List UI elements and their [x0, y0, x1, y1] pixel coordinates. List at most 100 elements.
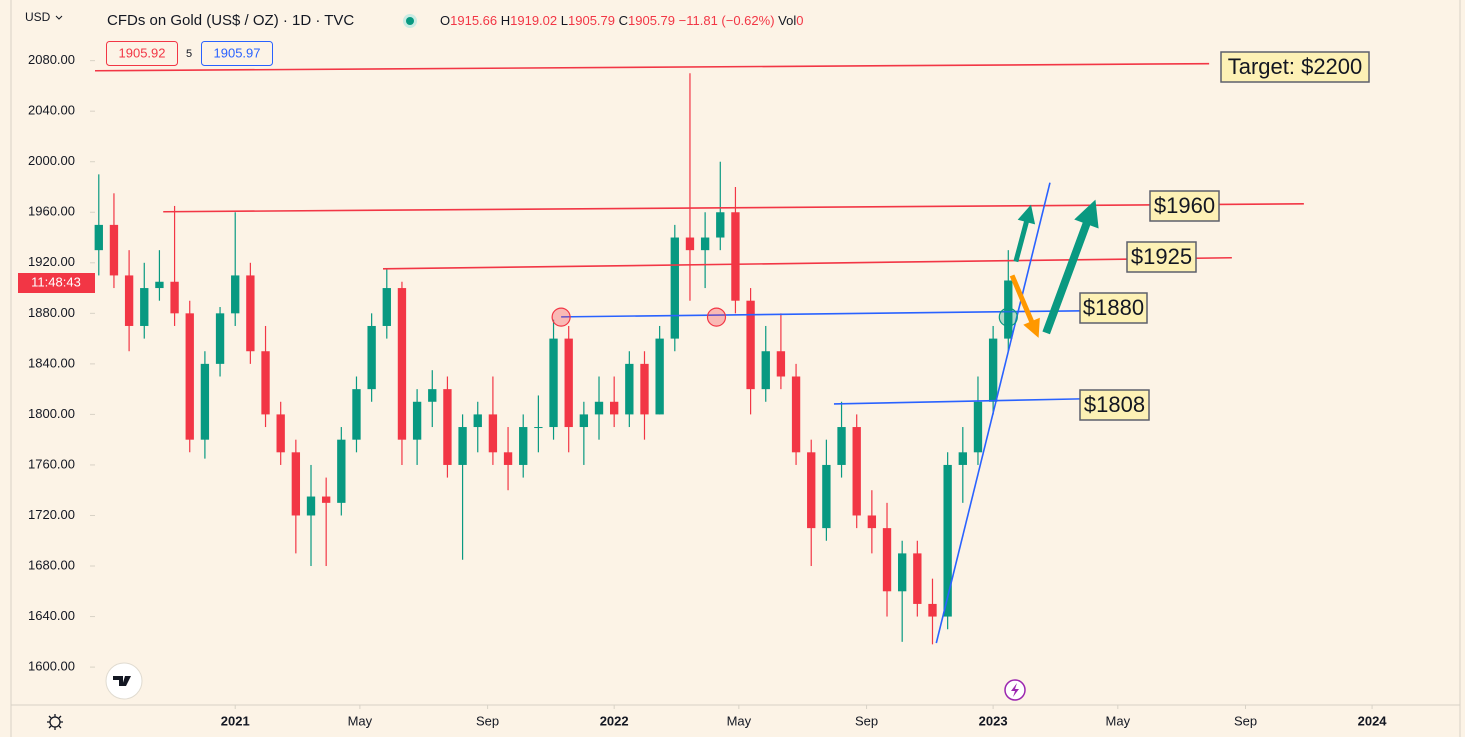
volume-label: Vol [778, 13, 796, 28]
candle-body [473, 414, 482, 428]
candle-body [291, 452, 301, 516]
candle-body [503, 452, 513, 465]
candle-body [564, 338, 573, 428]
candle-body [246, 275, 255, 352]
candle-body [928, 603, 937, 617]
price-label: $1925 [1131, 244, 1192, 269]
y-tick-label: 1880.00 [28, 305, 75, 320]
trend-line [163, 202, 1304, 213]
candle-body [534, 427, 543, 429]
x-tick-label: 2023 [979, 713, 1008, 728]
candle-body [731, 212, 740, 301]
candle-body [746, 300, 755, 390]
ohlc-value: 1915.66 [450, 13, 497, 28]
candle-body [973, 401, 983, 453]
price-label: $1880 [1083, 295, 1144, 320]
plot [90, 60, 1373, 709]
candle-body [655, 338, 664, 415]
candle-body [215, 313, 225, 364]
y-tick-label: 1760.00 [28, 456, 75, 471]
y-tick-label: 1720.00 [28, 507, 75, 522]
candle-body [625, 363, 634, 415]
candle-body [124, 275, 134, 326]
candle-body [109, 224, 119, 276]
candle-body [306, 496, 316, 516]
candle-body [261, 351, 270, 415]
x-tick-label: May [348, 713, 373, 728]
x-tick-label: 2021 [221, 713, 250, 728]
spread: 5 [186, 48, 192, 60]
arrow [1042, 199, 1099, 335]
candle-body [549, 338, 558, 428]
candle-body [867, 515, 877, 529]
x-tick-label: Sep [855, 713, 878, 728]
buy-button[interactable] [201, 41, 273, 66]
ohlc-label: C [619, 13, 628, 28]
candle-body [776, 351, 786, 377]
y-tick-label: 1920.00 [28, 254, 75, 269]
currency[interactable]: USD [25, 10, 51, 24]
arrow [1013, 204, 1036, 263]
trend-line [833, 398, 1081, 405]
countdown: 11:48:43 [31, 274, 81, 289]
ohlc-value: 1905.79 [628, 13, 675, 28]
candle-body [94, 224, 103, 251]
candle-body [397, 288, 407, 440]
candle-body [685, 237, 695, 251]
axes: 1600.00 1640.00 1680.00 1720.00 1760.00 1800.… [28, 52, 1387, 728]
candle-body [913, 553, 922, 604]
candle-body [943, 464, 952, 617]
x-tick-label: Sep [1234, 713, 1257, 728]
price-label: $1960 [1154, 193, 1215, 218]
sell-button[interactable] [106, 41, 178, 66]
candle-body [412, 401, 422, 440]
drawings: Target: $2200 $1960 $1925 $1880 $1808 [94, 51, 1370, 644]
x-tick-label: May [727, 713, 752, 728]
candle-body [898, 553, 907, 592]
marker [706, 307, 727, 327]
price-label-box [1149, 190, 1220, 222]
candle-body [807, 452, 816, 529]
candle-body [761, 351, 770, 390]
candle-body [882, 528, 892, 592]
candle-body [791, 376, 801, 453]
y-tick-label: 2040.00 [28, 103, 75, 118]
x-tick-label: May [1106, 713, 1131, 728]
y-tick-label: 1840.00 [28, 355, 75, 370]
candle-body [200, 363, 210, 440]
price-label: $1808 [1084, 392, 1145, 417]
price-label-box [1079, 389, 1150, 421]
bid: 1905.92 [119, 45, 166, 60]
price-label: Target: $2200 [1228, 54, 1363, 79]
ohlc-legend: O1915.66 H1919.02 L1905.79 C1905.79 −11.… [440, 13, 803, 28]
ask: 1905.97 [214, 45, 261, 60]
candle-body [367, 325, 376, 390]
y-tick-label: 1640.00 [28, 608, 75, 623]
candle-body [443, 389, 452, 465]
x-tick-label: 2024 [1358, 713, 1388, 728]
candle-body [988, 338, 998, 402]
ohlc-value: 1919.02 [510, 13, 557, 28]
marker [551, 307, 571, 327]
candle-body [155, 281, 164, 289]
candle-body [716, 212, 725, 238]
logo-mark [113, 676, 131, 686]
candle-body [579, 414, 589, 428]
ohlc-label: H [501, 13, 510, 28]
status-dot [406, 17, 414, 25]
x-tick-label: 2022 [600, 713, 629, 728]
candle-body [852, 427, 861, 516]
y-tick-label: 1680.00 [28, 557, 75, 572]
price-label-box [1079, 292, 1148, 324]
volume: 0 [796, 13, 803, 28]
countdown-box [18, 273, 95, 293]
ohlc-label: O [440, 13, 450, 28]
candle-body [170, 281, 179, 314]
y-tick-label: 1960.00 [28, 204, 75, 219]
candle-body [1004, 280, 1013, 339]
candle-body [382, 288, 391, 326]
candle-body [837, 427, 846, 465]
events-bolt [1011, 683, 1019, 697]
